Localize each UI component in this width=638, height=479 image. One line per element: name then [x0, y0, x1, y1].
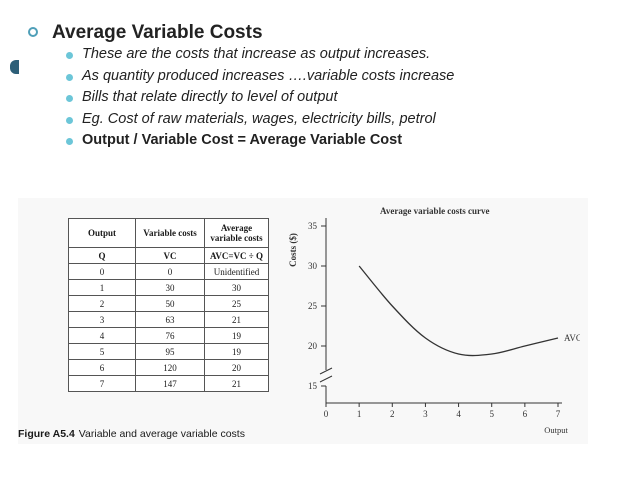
x-tick-label: 0	[324, 409, 329, 419]
y-tick-label: 30	[308, 261, 318, 271]
bullet-dot-icon	[66, 116, 73, 124]
avc-series-label: AVC	[564, 333, 580, 343]
table-cell: 1	[68, 279, 136, 296]
x-tick-label: 1	[357, 409, 362, 419]
table-row: 5 95 19	[68, 343, 269, 360]
table-cell: 0	[135, 263, 205, 280]
bullet-list: These are the costs that increase as out…	[66, 44, 454, 152]
x-tick-label: 3	[423, 409, 428, 419]
y-tick-label: 25	[308, 301, 318, 311]
y-tick-label: 20	[308, 341, 318, 351]
bullet-text: Bills that relate directly to level of o…	[82, 89, 338, 105]
table-row: 3 63 21	[68, 311, 269, 328]
table-cell: 50	[135, 295, 205, 312]
table-cell: Q	[68, 247, 136, 264]
table-cell: 19	[204, 327, 269, 344]
chart-title: Average variable costs curve	[380, 206, 490, 216]
table-cell: 19	[204, 343, 269, 360]
y-tick-label: 35	[308, 221, 318, 231]
table-cell: 2	[68, 295, 136, 312]
table-cell: AVC=VC ÷ Q	[204, 247, 269, 264]
table-cell: 5	[68, 343, 136, 360]
y-axis-label: Costs ($)	[288, 233, 298, 267]
bullet-item: Output / Variable Cost = Average Variabl…	[66, 130, 454, 152]
table-cell: 3	[68, 311, 136, 328]
table-row: 0 0 Unidentified	[68, 263, 269, 280]
table-cell: 21	[204, 375, 269, 392]
x-tick-label: 4	[456, 409, 461, 419]
x-tick-label: 7	[556, 409, 561, 419]
bullet-text: These are the costs that increase as out…	[82, 46, 431, 62]
bullet-item: Bills that relate directly to level of o…	[66, 87, 454, 109]
bullet-item: These are the costs that increase as out…	[66, 44, 454, 66]
table-row: 1 30 30	[68, 279, 269, 296]
bullet-dot-icon	[66, 52, 73, 59]
bullet-text: As quantity produced increases ….variabl…	[82, 67, 455, 84]
table-cell: 6	[68, 359, 136, 376]
figure-panel: Output Variable costs Average variable c…	[18, 198, 588, 444]
axis-break-mark	[319, 375, 333, 383]
slide-edge-decoration	[10, 60, 19, 74]
table-cell: VC	[135, 247, 205, 264]
table-cell: 120	[135, 359, 205, 376]
table-cell: 7	[68, 375, 136, 392]
figure-caption: Figure A5.4 Variable and average variable…	[18, 428, 245, 440]
avc-curve	[358, 265, 559, 357]
table-cell: 147	[135, 375, 205, 392]
x-tick-label: 6	[523, 409, 528, 419]
table-header: Variable costs	[135, 218, 205, 248]
axis-break-mark	[319, 367, 333, 375]
y-tick-label: 15	[308, 381, 318, 391]
table-cell: 20	[204, 359, 269, 376]
figure-caption-label: Figure A5.4	[18, 428, 75, 440]
table-cell: 25	[204, 295, 269, 312]
x-tick-label: 5	[489, 409, 494, 419]
table-cell: Unidentified	[204, 263, 269, 280]
slide-heading: Average Variable Costs	[28, 22, 263, 44]
table-cell: 4	[68, 327, 136, 344]
bullet-text: Output / Variable Cost = Average Variabl…	[82, 132, 403, 148]
x-axis-label: Output	[544, 425, 568, 435]
table-header: Average variable costs	[204, 218, 269, 248]
table-row: 4 76 19	[68, 327, 269, 344]
table-cell: 95	[135, 343, 205, 360]
table-row: 6 120 20	[68, 359, 269, 376]
table-row: 7 147 21	[68, 375, 269, 392]
bullet-item: Eg. Cost of raw materials, wages, electr…	[66, 109, 454, 131]
table-cell: 30	[204, 279, 269, 296]
bullet-dot-icon	[66, 95, 73, 102]
bullet-dot-icon	[66, 138, 73, 145]
bullet-dot-icon	[66, 73, 73, 81]
x-tick-label: 2	[390, 409, 395, 419]
bullet-item: As quantity produced increases ….variabl…	[66, 66, 454, 88]
table-cell: 21	[204, 311, 269, 328]
ring-bullet-icon	[28, 27, 38, 37]
table-row: 2 50 25	[68, 295, 269, 312]
table-row: Q VC AVC=VC ÷ Q	[68, 247, 269, 264]
cost-table: Output Variable costs Average variable c…	[68, 218, 269, 392]
table-cell: 0	[68, 263, 136, 280]
heading-text: Average Variable Costs	[52, 22, 263, 43]
bullet-text: Eg. Cost of raw materials, wages, electr…	[82, 110, 436, 127]
table-cell: 63	[135, 311, 205, 328]
table-cell: 76	[135, 327, 205, 344]
table-header: Output	[68, 218, 136, 248]
table-body: Q VC AVC=VC ÷ Q 0 0 Unidentified 1 30 30 2 50 25…	[68, 247, 269, 392]
figure-caption-text: Variable and average variable costs	[78, 428, 245, 440]
table-cell: 30	[135, 279, 205, 296]
